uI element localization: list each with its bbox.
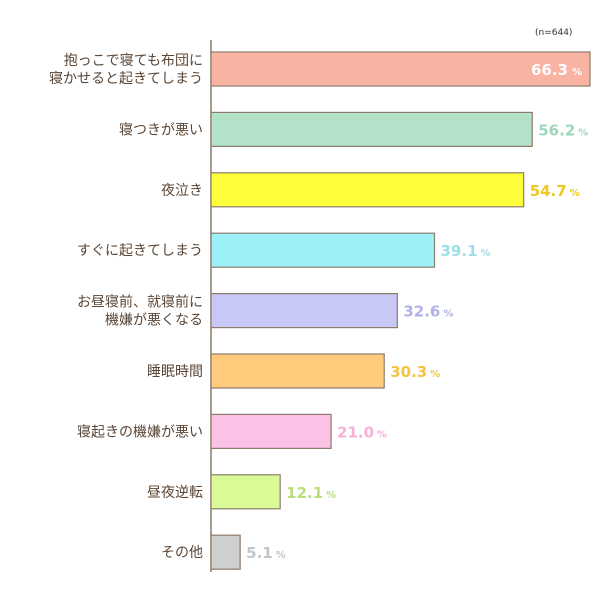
value-label-4: 32.6 bbox=[403, 303, 440, 321]
value-label-7: 12.1 bbox=[286, 484, 323, 502]
category-label-0-line-1: 寝かせると起きてしまう bbox=[49, 70, 203, 87]
category-label-2: 夜泣き bbox=[161, 183, 203, 199]
percent-sign-8: % bbox=[276, 550, 286, 561]
category-label-4-line-1: 機嫌が悪くなる bbox=[105, 313, 203, 329]
category-label-7: 昼夜逆転 bbox=[147, 485, 203, 501]
value-label-8: 5.1 bbox=[246, 544, 273, 562]
bar-7 bbox=[210, 474, 281, 510]
category-label-8: その他 bbox=[161, 545, 203, 561]
bar-6 bbox=[210, 413, 332, 449]
category-label-0-line-0: 抱っこで寝ても布団に bbox=[64, 52, 203, 69]
percent-sign-3: % bbox=[481, 248, 491, 259]
category-label-3: すぐに起きてしまう bbox=[77, 243, 203, 259]
value-label-1: 56.2 bbox=[538, 121, 575, 139]
percent-sign-5: % bbox=[430, 369, 440, 380]
bar-8 bbox=[210, 534, 241, 570]
bars bbox=[210, 51, 591, 570]
value-label-5: 30.3 bbox=[390, 363, 427, 381]
percent-sign-6: % bbox=[377, 429, 387, 440]
value-label-6: 21.0 bbox=[337, 423, 374, 441]
value-label-3: 39.1 bbox=[441, 242, 478, 260]
value-label-0: 66.3 bbox=[531, 61, 568, 79]
value-labels: 66.3 %56.2 %54.7 %39.1 %32.6 %30.3 %21.0 %12.1%… bbox=[246, 61, 588, 562]
bar-4 bbox=[210, 293, 398, 329]
category-label-5: 睡眠時間 bbox=[147, 364, 203, 380]
bar-1 bbox=[210, 111, 533, 148]
bar-3 bbox=[210, 232, 436, 268]
category-label-1: 寝つきが悪い bbox=[119, 121, 203, 138]
value-label-2: 54.7 bbox=[530, 182, 567, 200]
percent-sign-4: % bbox=[443, 309, 453, 320]
percent-sign-1: % bbox=[578, 127, 588, 138]
category-label-4-line-0: お昼寝前、就寝前に bbox=[77, 294, 203, 311]
category-labels: 抱っこで寝ても布団に寝かせると起きてしまう寝つきが悪い夜泣きすぐに起きてしまうお… bbox=[49, 52, 203, 561]
bar-0 bbox=[210, 51, 591, 87]
bar-2 bbox=[210, 172, 525, 208]
percent-sign-2: % bbox=[570, 188, 580, 199]
percent-sign-0: % bbox=[572, 67, 582, 78]
percent-sign-7: % bbox=[326, 490, 336, 501]
sample-size-note: (n=644) bbox=[535, 28, 572, 38]
category-label-6: 寝起きの機嫌が悪い bbox=[77, 423, 203, 440]
bar-5 bbox=[210, 353, 385, 389]
